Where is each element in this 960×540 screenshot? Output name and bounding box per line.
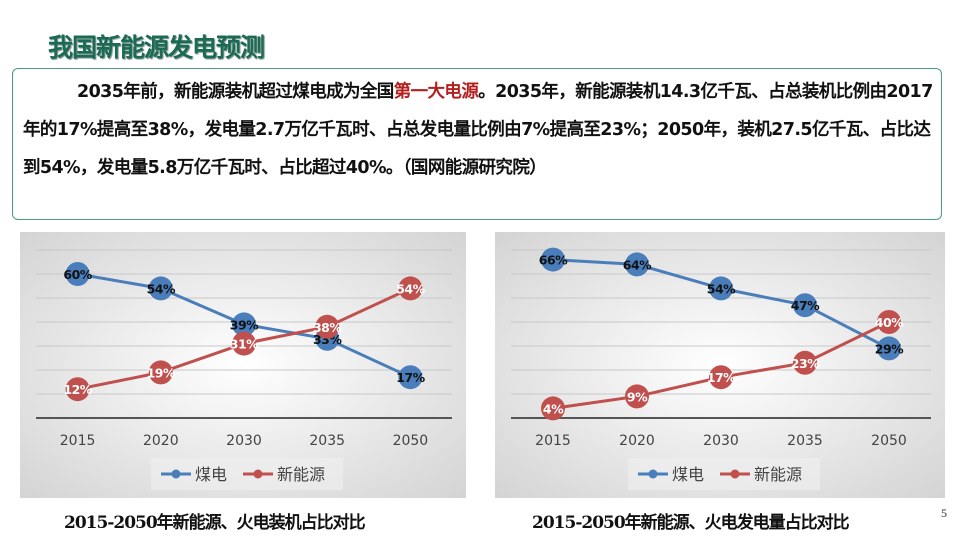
x-tick-label: 2050 [871,433,907,449]
x-tick-label: 2015 [535,433,571,449]
chart-background [495,232,945,498]
chart-svg: 2015 2020 2030 2035 205060%54%39%33%17%12%19… [20,232,466,498]
data-label: 29% [875,341,904,356]
data-point [793,293,817,318]
legend: 煤电 新能源 [151,458,343,490]
data-label: 23% [791,356,820,371]
data-point [398,365,423,390]
data-point [65,262,90,286]
data-point [709,276,733,301]
legend-label: 煤电 [672,465,704,484]
legend-marker [253,469,263,479]
x-tick-label: 2035 [309,433,345,449]
data-label: 60% [63,267,92,282]
data-label: 19% [147,365,176,380]
legend-marker [648,469,658,479]
chart-caption-capacity: 2015-2050年新能源、火电装机占比对比 [64,513,366,533]
data-point [232,331,256,356]
data-label: 17% [707,370,736,385]
data-point [877,310,901,334]
legend-label: 煤电 [195,465,227,484]
x-tick-label: 2035 [787,433,823,449]
data-label: 64% [623,257,652,272]
data-point [877,336,901,361]
chart-svg: 2015 2020 2030 2035 2050 66% 64% 54% 47% 29% 4% 9% 1… [495,232,945,498]
data-label: 38% [313,320,342,335]
data-label: 54% [707,281,736,296]
data-label: 17% [396,370,425,385]
legend-marker [171,469,181,479]
data-point [315,314,340,339]
data-point [148,360,173,385]
summary-text-part2: 。2035年，新能源装机14.3亿千瓦、占总装机比例由2017年的17%提高至3… [23,82,933,178]
summary-highlight: 第一大电源 [393,82,479,102]
slide-title: 我国新能源发电预测 [48,33,265,62]
data-point [65,377,90,402]
x-tick-label: 2020 [619,433,655,449]
data-point [793,350,817,375]
installed-capacity-chart: 2015 2020 2030 2035 2050 60% 54% 39% 33% 17% 12% 19… [20,232,466,498]
generation-share-chart: 2015 2020 2030 2035 2050 66% 64% 54% 47% 29% 4% 9% 1… [495,232,945,498]
data-label: 31% [230,337,259,352]
legend-label: 新能源 [277,465,325,484]
data-point [625,384,649,409]
data-label: 47% [791,298,820,313]
data-point [541,247,565,272]
x-tick-label: 2050 [393,433,429,449]
x-tick-label: 2030 [226,433,262,449]
x-tick-label: 2020 [143,433,179,449]
chart-caption-generation: 2015-2050年新能源、火电发电量占比对比 [532,513,850,533]
legend-label: 新能源 [754,465,802,484]
data-point [625,252,649,277]
data-point [709,365,733,390]
data-point [148,276,173,301]
data-label: 54% [147,281,176,296]
data-label: 66% [539,253,568,268]
summary-text-part1: 2035年前，新能源装机超过煤电成为全国 [77,82,394,102]
data-label: 54% [396,281,425,296]
data-label: 4% [543,401,564,416]
data-point [232,312,256,337]
data-label: 9% [627,389,648,404]
data-point [541,396,565,421]
x-tick-label: 2030 [703,433,739,449]
legend-marker [730,469,740,479]
summary-textbox: 2035年前，新能源装机超过煤电成为全国第一大电源。2035年，新能源装机14.… [12,68,942,220]
data-label: 12% [63,382,92,397]
data-label: 40% [875,315,904,330]
data-label: 39% [230,317,259,332]
page-number: 5 [941,506,947,520]
x-tick-label: 2015 [60,433,96,449]
legend: 煤电 新能源 [628,458,820,490]
data-point [398,276,423,301]
